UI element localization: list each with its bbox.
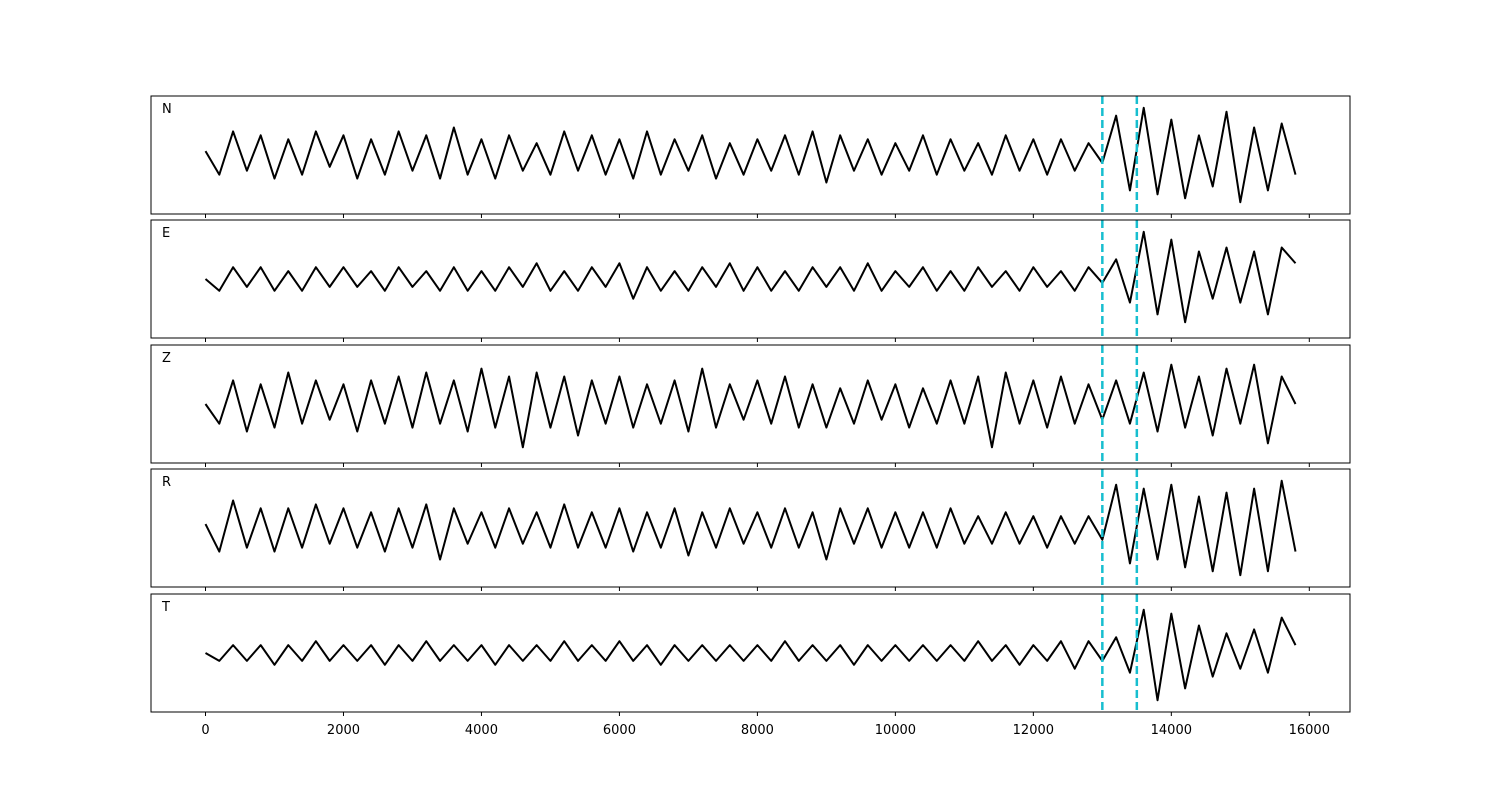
panel-frame [150,344,1351,464]
panel-label: E [162,226,170,241]
trace [204,230,1297,324]
x-tick-label: 0 [201,723,209,738]
panel-label: R [162,475,171,490]
trace [204,363,1297,449]
x-tick-label: 6000 [603,723,636,738]
x-tick-label: 10000 [875,723,916,738]
panel-label: Z [162,351,171,366]
x-tick-label: 4000 [465,723,498,738]
panel-frame [150,593,1351,713]
x-tick-label: 16000 [1289,723,1330,738]
panel-label: N [162,102,172,117]
trace [205,608,1297,702]
trace [204,106,1297,204]
x-tick-label: 12000 [1013,723,1054,738]
x-tick-label: 8000 [741,723,774,738]
x-tick-label: 14000 [1151,723,1192,738]
panel-frame [150,95,1351,215]
panel-frame [150,219,1351,339]
x-tick-label: 2000 [327,723,360,738]
trace [204,479,1297,577]
panel-frame [150,468,1351,588]
panel-label: T [161,600,170,615]
